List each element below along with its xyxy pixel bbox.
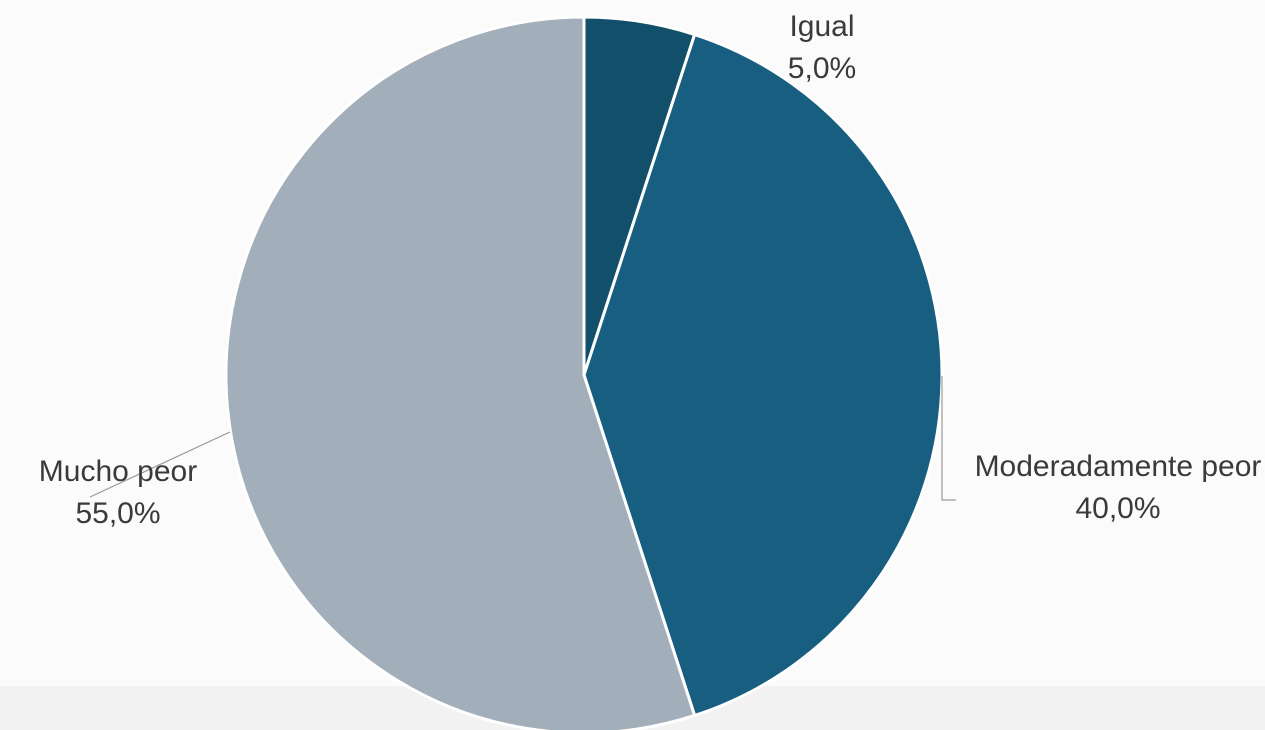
category-label: Mucho peor — [38, 455, 198, 488]
pie-slice — [582, 32, 944, 718]
value-label: 5,0% — [787, 52, 857, 85]
category-label: Moderadamente peor — [974, 450, 1262, 483]
slice-label: Igual 5,0% — [677, 6, 967, 90]
pie-slice — [224, 15, 697, 730]
slice-label: Mucho peor 55,0% — [0, 451, 263, 535]
slice-label: Moderadamente peor 40,0% — [973, 446, 1263, 530]
value-label: 40,0% — [1075, 492, 1161, 525]
leader-line — [89, 431, 231, 498]
value-label: 55,0% — [75, 497, 161, 530]
leader-line — [941, 376, 956, 501]
category-label: Igual — [789, 10, 855, 43]
